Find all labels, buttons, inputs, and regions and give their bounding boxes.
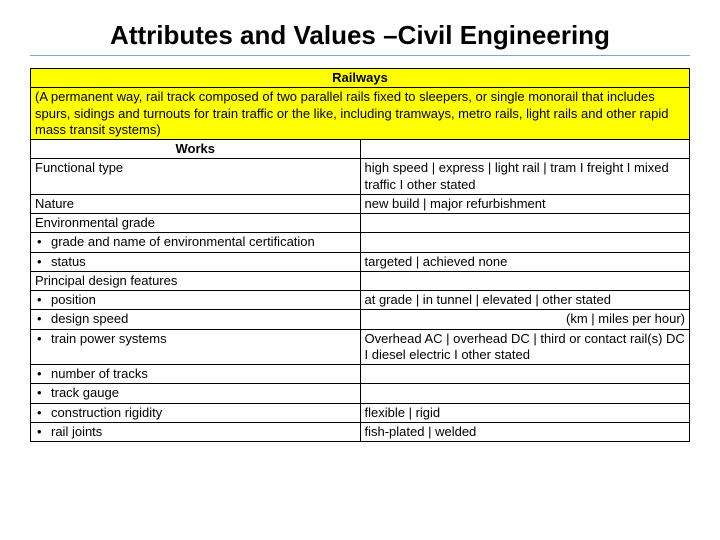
table-row: •position at grade | in tunnel | elevate… <box>31 291 690 310</box>
table-row: •construction rigidity flexible | rigid <box>31 403 690 422</box>
table-header: Railways <box>31 69 690 88</box>
table-row: Environmental grade <box>31 214 690 233</box>
attr-label: •position <box>31 291 361 310</box>
attr-value: at grade | in tunnel | elevated | other … <box>360 291 690 310</box>
works-header: Works <box>31 140 361 159</box>
attr-label: •track gauge <box>31 384 361 403</box>
table-row: Principal design features <box>31 271 690 290</box>
table-row: Nature new build | major refurbishment <box>31 194 690 213</box>
attributes-table: Railways (A permanent way, rail track co… <box>30 68 690 442</box>
attr-label: •number of tracks <box>31 365 361 384</box>
attr-value <box>360 365 690 384</box>
attr-label: •rail joints <box>31 422 361 441</box>
attr-value: high speed | express | light rail | tram… <box>360 159 690 195</box>
attr-label: Environmental grade <box>31 214 361 233</box>
table-row: •number of tracks <box>31 365 690 384</box>
attr-value: fish-plated | welded <box>360 422 690 441</box>
attr-value <box>360 384 690 403</box>
title-underline <box>30 55 690 56</box>
attr-value <box>360 233 690 252</box>
attr-label: Principal design features <box>31 271 361 290</box>
attr-label: •construction rigidity <box>31 403 361 422</box>
table-row: •grade and name of environmental certifi… <box>31 233 690 252</box>
attr-value: flexible | rigid <box>360 403 690 422</box>
table-row: •rail joints fish-plated | welded <box>31 422 690 441</box>
table-description: (A permanent way, rail track composed of… <box>31 88 690 140</box>
works-value <box>360 140 690 159</box>
attr-label: •train power systems <box>31 329 361 365</box>
attr-value: Overhead AC | overhead DC | third or con… <box>360 329 690 365</box>
attr-value: (km | miles per hour) <box>360 310 690 329</box>
attr-value: new build | major refurbishment <box>360 194 690 213</box>
table-row: •track gauge <box>31 384 690 403</box>
attr-label: •grade and name of environmental certifi… <box>31 233 361 252</box>
attr-label: Functional type <box>31 159 361 195</box>
table-row: •train power systems Overhead AC | overh… <box>31 329 690 365</box>
attr-label: •status <box>31 252 361 271</box>
table-row: •status targeted | achieved none <box>31 252 690 271</box>
page-title: Attributes and Values –Civil Engineering <box>30 20 690 51</box>
table-row: Functional type high speed | express | l… <box>31 159 690 195</box>
attr-value: targeted | achieved none <box>360 252 690 271</box>
attr-value <box>360 214 690 233</box>
table-row: •design speed (km | miles per hour) <box>31 310 690 329</box>
attr-value <box>360 271 690 290</box>
attr-label: Nature <box>31 194 361 213</box>
attr-label: •design speed <box>31 310 361 329</box>
